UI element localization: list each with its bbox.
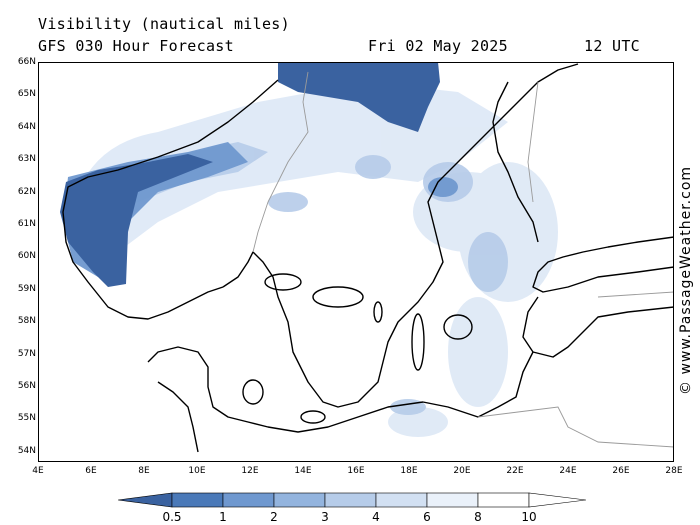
latitude-label: 60N (17, 251, 36, 262)
colorbar-cell (171, 492, 224, 508)
colorbar-label: 1 (219, 510, 227, 524)
longitude-label: 8E (138, 466, 150, 476)
latitude-label: 59N (17, 283, 36, 294)
colorbar-label: 3 (321, 510, 329, 524)
longitude-label: 20E (453, 466, 471, 476)
colorbar-label: 0.5 (162, 510, 182, 524)
visibility-map (38, 62, 674, 462)
colorbar-label: 8 (474, 510, 482, 524)
coastlines (62, 63, 674, 453)
colorbar (118, 492, 586, 508)
longitude-label: 24E (559, 466, 577, 476)
colorbar-cell (477, 492, 530, 508)
latitude-label: 66N (17, 57, 36, 67)
longitude-label: 6E (85, 466, 97, 476)
latitude-label: 63N (17, 154, 36, 165)
colorbar-cell (273, 492, 326, 508)
latitude-label: 56N (17, 381, 36, 391)
longitude-label: 4E (32, 466, 44, 476)
map-title: Visibility (nautical miles) (38, 15, 290, 33)
country-borders (252, 71, 674, 448)
colorbar-label: 6 (423, 510, 431, 524)
latitude-label: 62N (17, 186, 36, 197)
forecast-date: Fri 02 May 2025 (368, 37, 508, 55)
colorbar-cell (375, 492, 428, 508)
colorbar-cell (426, 492, 479, 508)
forecast-time: 12 UTC (584, 37, 640, 55)
latitude-label: 55N (17, 413, 36, 424)
colorbar-arrow-high (528, 492, 586, 508)
longitude-label: 14E (294, 466, 312, 476)
colorbar-cell (324, 492, 377, 508)
visibility-very-low (60, 62, 440, 287)
longitude-label: 10E (188, 466, 206, 476)
forecast-label: GFS 030 Hour Forecast (38, 37, 234, 55)
latitude-label: 58N (17, 316, 36, 327)
colorbar-cell (222, 492, 275, 508)
longitude-label: 16E (347, 466, 365, 476)
longitude-label: 28E (665, 466, 683, 476)
longitude-label: 22E (506, 466, 524, 476)
latitude-label: 61N (17, 219, 36, 229)
colorbar-label: 2 (270, 510, 278, 524)
colorbar-label: 10 (521, 510, 537, 524)
longitude-label: 18E (400, 466, 418, 476)
latitude-label: 65N (17, 89, 36, 100)
latitude-label: 54N (17, 445, 36, 456)
colorbar-arrow-low (118, 492, 173, 508)
latitude-label: 57N (17, 348, 36, 359)
latitude-label: 64N (17, 121, 36, 132)
longitude-label: 12E (241, 466, 259, 476)
site-credit: © www.PassageWeather.com (678, 165, 694, 395)
colorbar-label: 4 (372, 510, 380, 524)
longitude-label: 26E (612, 466, 630, 476)
